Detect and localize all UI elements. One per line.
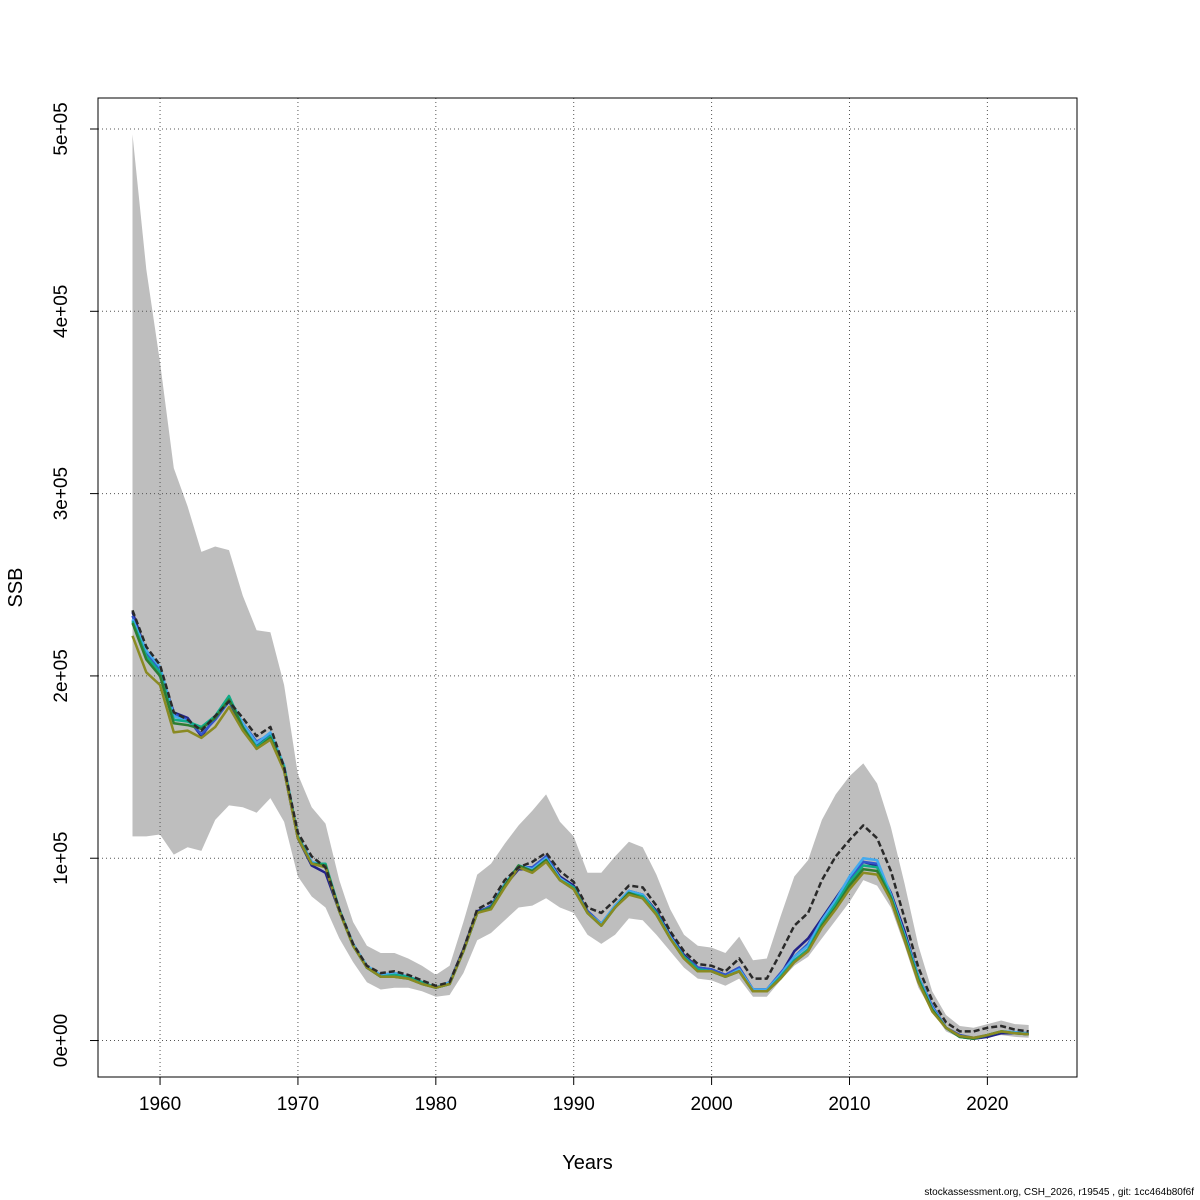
footer-credit: stockassessment.org, CSH_2026, r19545 , … [924, 1187, 1194, 1198]
x-axis-title: Years [562, 1152, 612, 1174]
y-tick-label: 2e+05 [51, 649, 72, 702]
x-tick-label: 1970 [277, 1094, 319, 1115]
y-axis: 0e+00 1e+05 2e+05 3e+05 4e+05 5e+05 [51, 102, 98, 1067]
confidence-band-layer [132, 134, 1029, 1039]
x-tick-label: 1980 [415, 1094, 457, 1115]
series-layer [131, 609, 1029, 1040]
x-tick-label: 1990 [553, 1094, 595, 1115]
x-tick-label: 2010 [828, 1094, 870, 1115]
x-tick-label: 2020 [966, 1094, 1008, 1115]
series-line [131, 635, 1029, 1040]
y-tick-label: 5e+05 [51, 102, 72, 155]
y-tick-label: 3e+05 [51, 467, 72, 520]
x-tick-label: 1960 [139, 1094, 181, 1115]
x-axis: 1960 1970 1980 1990 2000 2010 2020 [139, 1077, 1009, 1115]
series-line-dashed [131, 609, 1029, 1033]
y-tick-label: 1e+05 [51, 832, 72, 885]
confidence-band [132, 134, 1029, 1039]
y-axis-title: SSB [5, 567, 27, 607]
x-tick-label: 2000 [690, 1094, 732, 1115]
y-tick-label: 4e+05 [51, 285, 72, 338]
y-tick-label: 0e+00 [51, 1014, 72, 1067]
plot-frame [97, 97, 1078, 1078]
